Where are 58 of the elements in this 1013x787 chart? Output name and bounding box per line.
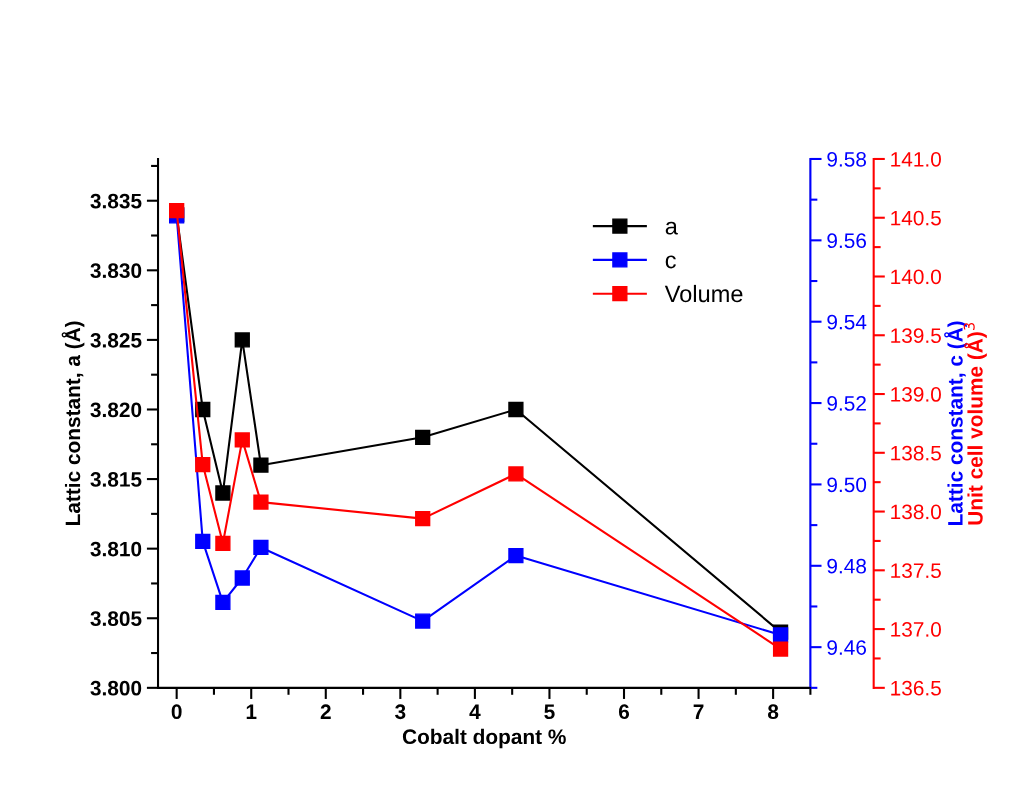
y2-tick-label: 9.56 bbox=[827, 233, 866, 249]
point bbox=[234, 332, 250, 348]
y3-tick-label: 138.0 bbox=[891, 504, 941, 520]
y3-tick-label: 137.0 bbox=[891, 622, 941, 637]
point bbox=[169, 203, 185, 219]
x-tick-label: 0 bbox=[171, 704, 182, 720]
x-tick-label: 7 bbox=[693, 704, 704, 719]
y-tick-label: 3.810 bbox=[90, 541, 142, 557]
y-tick-label: 3.835 bbox=[90, 193, 142, 209]
point bbox=[772, 641, 789, 657]
y-tick-label: 3.825 bbox=[90, 332, 142, 348]
y-tick-label: 3.830 bbox=[90, 263, 142, 279]
point bbox=[195, 533, 211, 550]
y2-tick-label: 9.50 bbox=[827, 477, 867, 493]
point bbox=[215, 535, 231, 551]
point bbox=[508, 401, 524, 418]
y3-tick-label: 140.5 bbox=[891, 210, 941, 226]
x-tick-label: 8 bbox=[767, 704, 779, 720]
point bbox=[234, 570, 250, 586]
x-tick-label: 4 bbox=[469, 704, 481, 719]
y-tick-label: 3.805 bbox=[90, 611, 142, 627]
x-tick-label: 3 bbox=[395, 704, 406, 720]
y-axis-title: Lattic constant, a (Å) bbox=[61, 321, 85, 526]
x-tick-label: 1 bbox=[246, 704, 257, 719]
point bbox=[508, 547, 524, 564]
x-tick-label: 2 bbox=[320, 704, 331, 719]
y3-tick-label: 137.5 bbox=[891, 563, 941, 579]
y2-tick-label: 9.58 bbox=[827, 151, 867, 167]
legend-label: Volume bbox=[664, 284, 743, 303]
point bbox=[415, 510, 431, 527]
y2-tick-label: 9.48 bbox=[827, 558, 867, 574]
y3-tick-label: 139.0 bbox=[891, 387, 941, 402]
point bbox=[234, 432, 250, 448]
y3-tick-label: 141.0 bbox=[891, 151, 941, 167]
y2-tick-label: 9.52 bbox=[827, 396, 866, 411]
point bbox=[253, 457, 269, 473]
point bbox=[508, 466, 524, 482]
x-tick-label: 6 bbox=[618, 704, 630, 720]
point bbox=[415, 613, 431, 629]
y3-tick-label: 140.0 bbox=[891, 269, 941, 285]
point bbox=[215, 594, 231, 611]
y2-tick-label: 9.46 bbox=[827, 640, 866, 655]
point bbox=[253, 539, 269, 556]
legend-label: c bbox=[665, 255, 676, 269]
point bbox=[253, 494, 269, 510]
x-tick-label: 5 bbox=[544, 704, 555, 720]
y-tick-label: 3.820 bbox=[90, 402, 142, 418]
legend-label: a bbox=[665, 221, 678, 235]
y-tick-label: 3.815 bbox=[90, 472, 142, 487]
point bbox=[415, 429, 431, 445]
y3-tick-label: 136.5 bbox=[891, 680, 941, 696]
point bbox=[215, 485, 231, 501]
y2-tick-label: 9.54 bbox=[827, 314, 867, 330]
y3-tick-label: 139.5 bbox=[891, 328, 941, 344]
point bbox=[195, 456, 211, 473]
y-tick-label: 3.800 bbox=[90, 680, 142, 696]
x-axis-title: Cobalt dopant % bbox=[402, 728, 566, 749]
y3-tick-label: 138.5 bbox=[891, 445, 941, 461]
